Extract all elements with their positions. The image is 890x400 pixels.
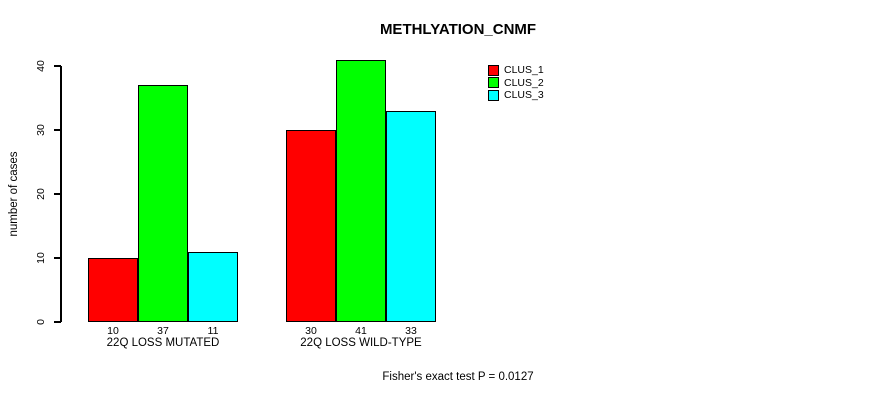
legend-item-clus_2: CLUS_2: [488, 77, 544, 89]
y-tick-mark: [54, 321, 61, 323]
bar-clus_1-group2: [286, 130, 336, 322]
legend-swatch-icon: [488, 77, 499, 88]
bar-clus_2-group1: [138, 85, 188, 322]
bar-value-label: 30: [305, 325, 317, 337]
bar-clus_2-group2: [336, 59, 386, 322]
y-tick-label: 30: [35, 124, 47, 136]
y-tick-mark: [54, 65, 61, 67]
bar-clus_1-group1: [88, 258, 138, 322]
bar-clus_3-group1: [188, 251, 238, 322]
legend-label: CLUS_3: [504, 89, 544, 101]
bar-value-label: 10: [107, 325, 119, 337]
y-tick-mark: [54, 129, 61, 131]
chart-title: METHLYATION_CNMF: [379, 21, 537, 38]
legend-item-clus_1: CLUS_1: [488, 64, 544, 76]
annotation-text: Fisher's exact test P = 0.0127: [382, 371, 534, 383]
y-tick-mark: [54, 193, 61, 195]
y-axis-label: number of cases: [8, 151, 20, 237]
bar-value-label: 41: [355, 325, 367, 337]
legend-item-clus_3: CLUS_3: [488, 89, 544, 101]
legend-label: CLUS_2: [504, 76, 544, 89]
bar-value-label: 37: [157, 325, 169, 337]
y-tick-label: 10: [35, 252, 47, 264]
legend-label: CLUS_1: [504, 64, 544, 76]
category-label: 22Q LOSS MUTATED: [106, 337, 220, 349]
legend-swatch-icon: [488, 89, 499, 101]
bar-value-label: 11: [207, 325, 219, 337]
y-tick-mark: [54, 257, 61, 259]
y-tick-label: 40: [35, 60, 47, 72]
legend-swatch-icon: [488, 64, 499, 76]
y-tick-label: 20: [35, 188, 47, 200]
category-label: 22Q LOSS WILD-TYPE: [300, 337, 422, 349]
bar-value-label: 33: [405, 325, 417, 337]
y-tick-label: 0: [35, 319, 47, 325]
bar-clus_3-group2: [386, 110, 436, 322]
